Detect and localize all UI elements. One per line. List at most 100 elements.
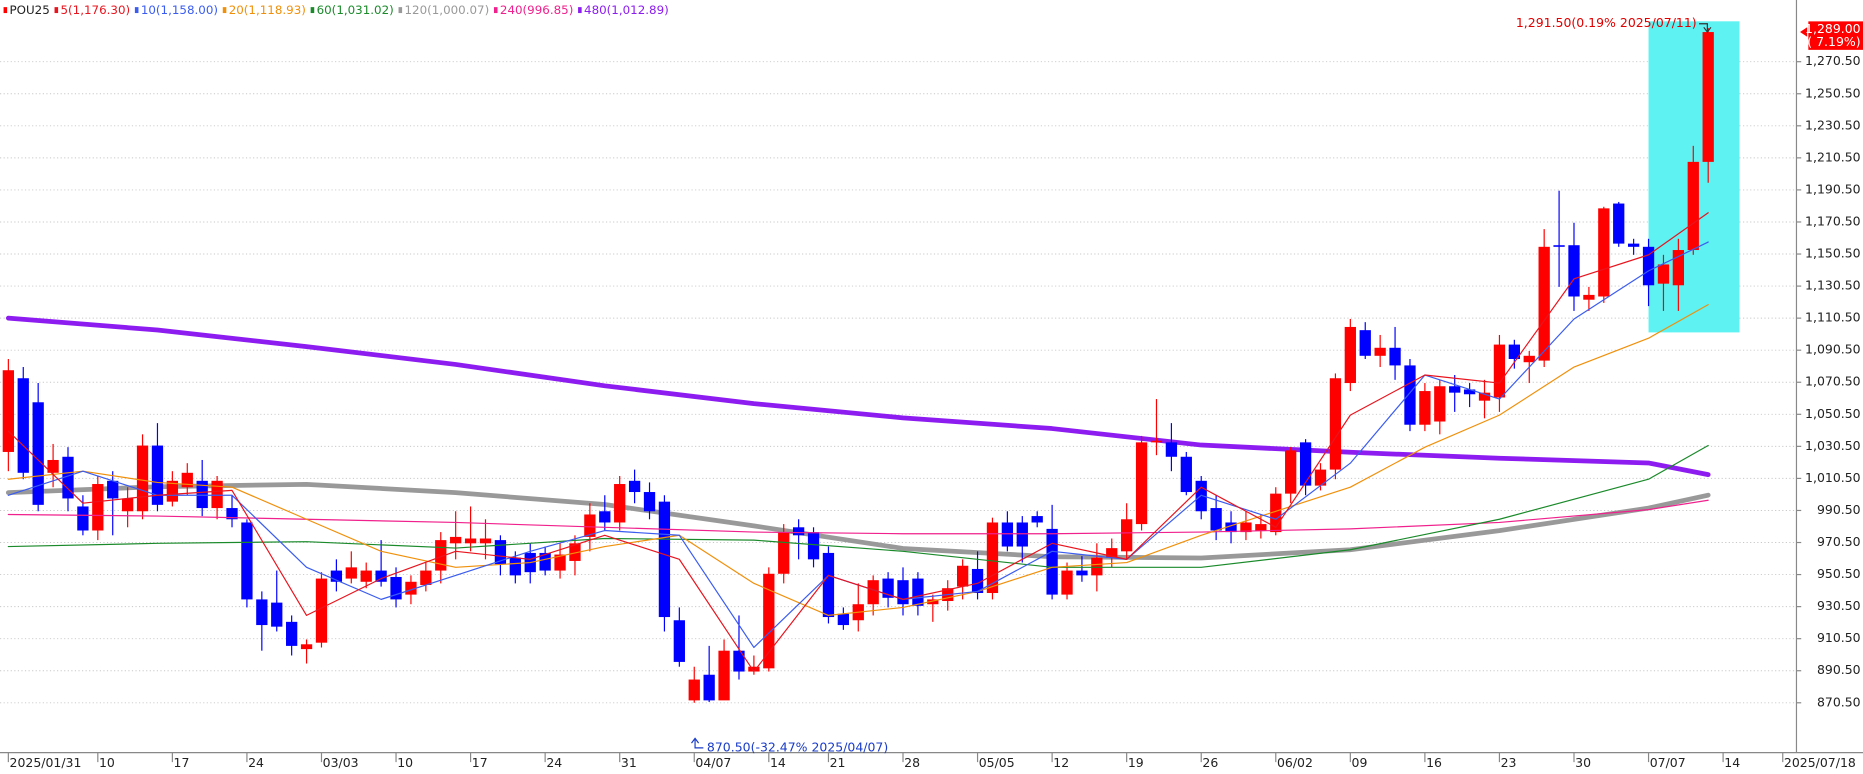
- candle-body: [792, 527, 805, 536]
- candle-body: [405, 581, 417, 595]
- candle-body: [554, 554, 566, 571]
- legend: POU25 5(1,176.30) 10(1,158.00) 20(1,118.93)…: [3, 3, 669, 17]
- x-tick-label: 2025/07/18: [1784, 755, 1856, 770]
- x-tick-label: 26: [1202, 755, 1218, 770]
- candle-body: [807, 532, 820, 560]
- y-tick-label: 890.50: [1817, 662, 1861, 677]
- candle-body: [1404, 365, 1416, 425]
- legend-marker: [493, 7, 498, 14]
- y-tick-label: 1,170.50: [1805, 213, 1861, 228]
- candle-body: [614, 484, 626, 523]
- candle-body: [718, 650, 730, 701]
- x-tick-label: 17: [174, 755, 190, 770]
- x-tick-label: 06/02: [1277, 755, 1313, 770]
- candle-body: [345, 567, 357, 579]
- candle-body: [435, 540, 447, 571]
- candle-body: [1538, 246, 1550, 361]
- candle-body: [1195, 480, 1207, 512]
- candle-body: [748, 666, 760, 672]
- candle-body: [1389, 347, 1401, 366]
- x-tick-label: 24: [248, 755, 264, 770]
- candle-body: [17, 378, 29, 473]
- ma-line: [5, 481, 1711, 561]
- candle-body: [300, 644, 313, 650]
- candle-body: [763, 573, 775, 669]
- candle-body: [986, 522, 999, 594]
- candle-body: [1583, 294, 1595, 300]
- candle-body: [1255, 524, 1267, 531]
- candle-body: [1106, 548, 1118, 558]
- candle-body: [420, 570, 432, 585]
- legend-label: 20(1,118.93): [229, 3, 306, 17]
- x-tick-label: 17: [472, 755, 488, 770]
- candle-body: [1240, 522, 1252, 533]
- candle-body: [47, 459, 59, 473]
- last-price-box: [1808, 21, 1863, 50]
- candle-body: [286, 621, 298, 646]
- candle-body: [599, 511, 611, 523]
- legend-title: POU25: [10, 3, 50, 17]
- candle-body: [360, 570, 372, 582]
- candle-body: [927, 599, 939, 605]
- x-tick-label: 30: [1575, 755, 1591, 770]
- candle-body: [464, 538, 477, 544]
- candle-body: [1493, 344, 1506, 398]
- candle-body: [1180, 456, 1192, 493]
- legend-marker: [222, 7, 227, 14]
- candle-body: [1508, 344, 1520, 360]
- candle-body: [1627, 243, 1640, 247]
- high-arrow: [1699, 23, 1712, 34]
- candle-body: [569, 543, 581, 561]
- legend-label: 10(1,158.00): [141, 3, 218, 17]
- candle-body: [1314, 469, 1327, 486]
- candle-body: [1434, 386, 1446, 422]
- x-tick-label: 24: [546, 755, 562, 770]
- candle-body: [1046, 528, 1058, 595]
- candle-body: [181, 472, 193, 488]
- candle-body: [226, 508, 238, 520]
- candle-body: [1568, 245, 1580, 297]
- y-tick-label: 1,210.50: [1805, 149, 1861, 164]
- ma-line: [7, 444, 1709, 568]
- x-tick-label: 23: [1501, 755, 1517, 770]
- y-tick-label: 1,010.50: [1805, 470, 1861, 485]
- x-tick-label: 14: [1724, 755, 1740, 770]
- candle-body: [688, 679, 700, 701]
- candle-body: [1642, 246, 1655, 286]
- candle-body: [1031, 516, 1043, 523]
- candle-body: [77, 506, 89, 531]
- candle-body: [658, 501, 671, 618]
- candle-body: [315, 578, 328, 643]
- candle-body: [1016, 522, 1028, 547]
- x-tick-label: 2025/01/31: [10, 755, 82, 770]
- candle-body: [733, 650, 745, 672]
- candle-body: [92, 484, 104, 531]
- candle-body: [837, 613, 850, 626]
- grid-layer: [0, 61, 1797, 704]
- candle-body: [703, 674, 715, 701]
- y-tick-label: 910.50: [1817, 630, 1861, 645]
- y-tick-label: 870.50: [1817, 694, 1861, 709]
- candle-body: [1478, 392, 1491, 401]
- y-tick-label: 1,250.50: [1805, 85, 1861, 100]
- y-tick-label: 930.50: [1817, 598, 1861, 613]
- y-tick-label: 950.50: [1817, 566, 1861, 581]
- candle-body: [1150, 440, 1163, 443]
- legend-marker: [578, 7, 582, 14]
- candle-body: [897, 580, 909, 605]
- ma-line: [5, 315, 1711, 477]
- legend-label: 5(1,176.30): [60, 3, 130, 17]
- candle-body: [241, 522, 253, 600]
- x-tick-label: 09: [1352, 755, 1368, 770]
- last-price-marker: [1800, 27, 1808, 37]
- candle-body: [375, 570, 387, 582]
- candle-body: [1225, 522, 1237, 533]
- candle-body: [196, 480, 208, 509]
- candle-body: [971, 568, 984, 594]
- x-tick-label: 10: [397, 755, 413, 770]
- y-tick-label: 1,090.50: [1805, 342, 1861, 357]
- candle-body: [584, 514, 596, 537]
